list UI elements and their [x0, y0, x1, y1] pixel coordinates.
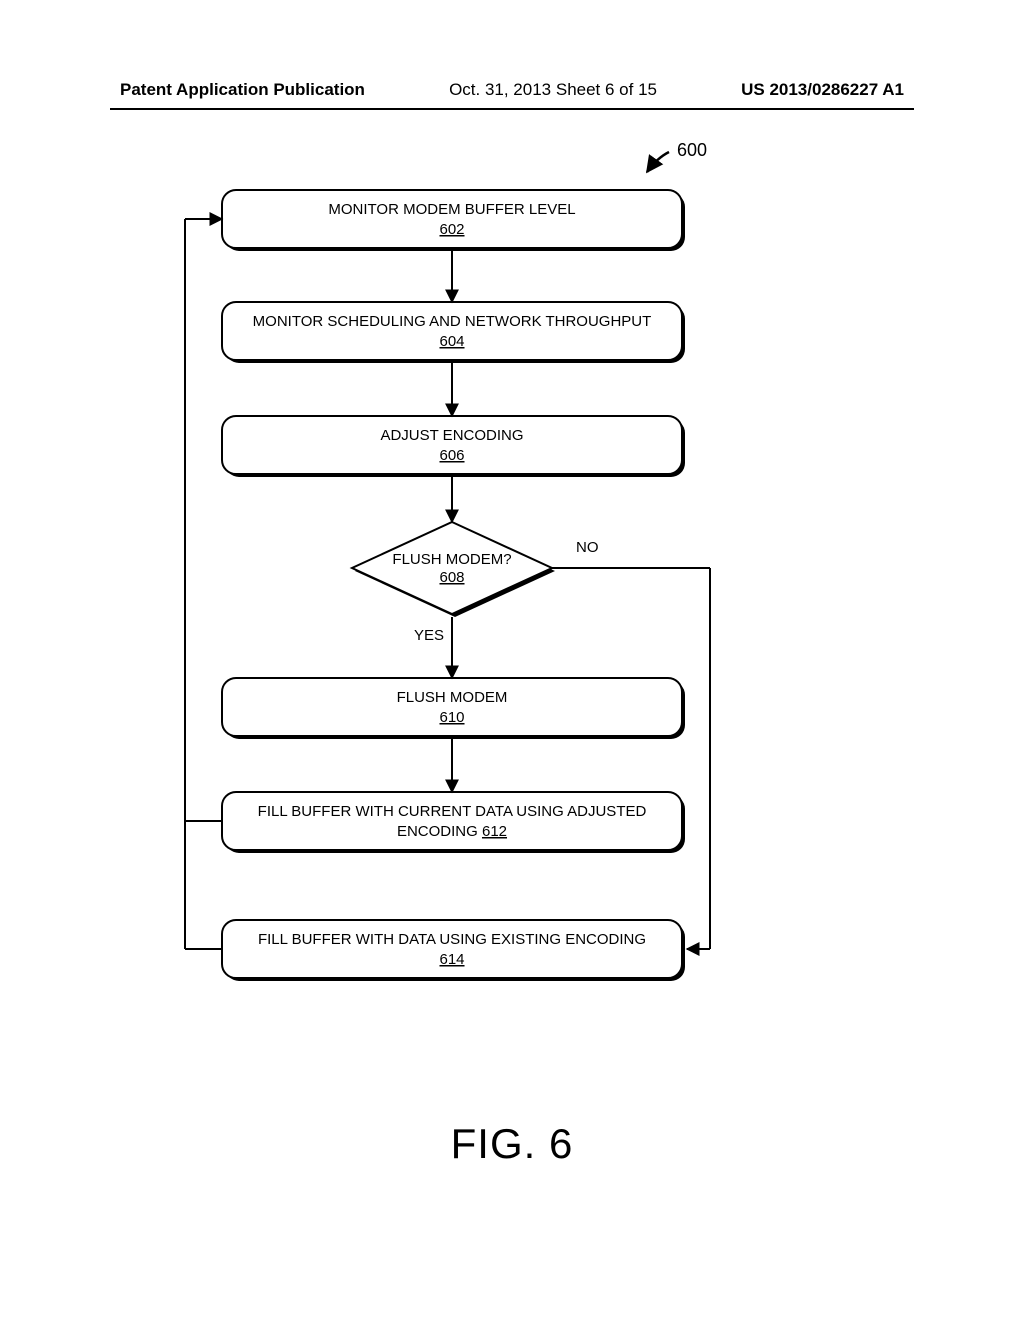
- svg-text:NO: NO: [576, 539, 599, 556]
- svg-text:FLUSH MODEM?: FLUSH MODEM?: [392, 551, 511, 568]
- figure-label: FIG. 6: [0, 1120, 1024, 1168]
- svg-text:608: 608: [439, 569, 464, 586]
- svg-text:610: 610: [439, 709, 464, 726]
- page: Patent Application Publication Oct. 31, …: [0, 0, 1024, 1320]
- svg-text:606: 606: [439, 447, 464, 464]
- node-614: [222, 920, 682, 978]
- node-610: [222, 678, 682, 736]
- svg-text:ADJUST ENCODING: ADJUST ENCODING: [380, 427, 523, 444]
- node-612: [222, 792, 682, 850]
- svg-text:602: 602: [439, 221, 464, 238]
- svg-text:600: 600: [677, 140, 707, 160]
- svg-text:MONITOR MODEM BUFFER LEVEL: MONITOR MODEM BUFFER LEVEL: [328, 201, 575, 218]
- node-606: [222, 416, 682, 474]
- svg-text:FILL BUFFER WITH DATA USING EX: FILL BUFFER WITH DATA USING EXISTING ENC…: [258, 931, 646, 948]
- node-608: [352, 522, 552, 614]
- node-602: [222, 190, 682, 248]
- svg-text:604: 604: [439, 333, 464, 350]
- svg-text:FILL BUFFER WITH CURRENT DATA: FILL BUFFER WITH CURRENT DATA USING ADJU…: [258, 803, 647, 820]
- svg-text:614: 614: [439, 951, 464, 968]
- svg-text:YES: YES: [414, 627, 444, 644]
- svg-text:FLUSH MODEM: FLUSH MODEM: [397, 689, 508, 706]
- svg-text:MONITOR SCHEDULING AND NETWORK: MONITOR SCHEDULING AND NETWORK THROUGHPU…: [253, 313, 652, 330]
- node-604: [222, 302, 682, 360]
- svg-text:ENCODING 612: ENCODING 612: [397, 823, 507, 840]
